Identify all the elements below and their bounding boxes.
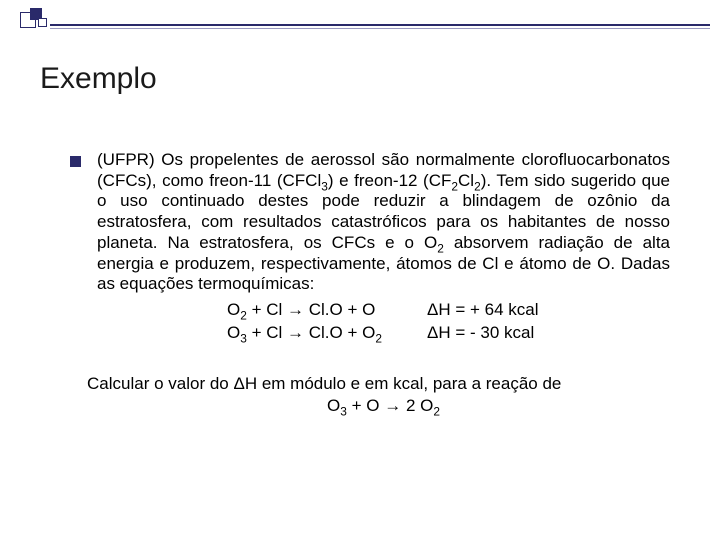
equation-rhs: ΔH = + 64 kcal xyxy=(427,299,539,322)
arrow-icon: → xyxy=(287,300,304,319)
text: Cl.O + O xyxy=(304,323,375,342)
square-icon xyxy=(38,18,47,27)
subscript: 3 xyxy=(240,331,247,345)
text: O xyxy=(227,323,240,342)
equation-rhs: ΔH = - 30 kcal xyxy=(427,322,534,345)
arrow-icon: → xyxy=(287,323,304,342)
arrow-icon: → xyxy=(384,396,401,415)
followup-text: Calcular o valor do ΔH em módulo e em kc… xyxy=(97,373,670,417)
text: + Cl xyxy=(247,323,287,342)
text: + Cl xyxy=(247,300,287,319)
equation-lhs: O2 + Cl → Cl.O + O xyxy=(227,299,427,322)
text: O xyxy=(327,396,340,415)
text: Cl.O + O xyxy=(304,300,375,319)
header-decoration xyxy=(0,8,720,24)
equations: O2 + Cl → Cl.O + O ΔH = + 64 kcal O3 + C… xyxy=(227,299,670,345)
subscript: 3 xyxy=(340,405,347,419)
slide-title: Exemplo xyxy=(40,62,157,96)
text: + O xyxy=(347,396,384,415)
text: Cl xyxy=(458,171,474,190)
final-equation: O3 + O → 2 O2 xyxy=(97,395,670,417)
text: Calcular o valor do ΔH em módulo e em kc… xyxy=(87,373,670,395)
paragraph-text: (UFPR) Os propelentes de aerossol são no… xyxy=(97,150,670,417)
divider xyxy=(50,24,710,26)
text: ) e freon-12 (CF xyxy=(328,171,452,190)
slide-body: (UFPR) Os propelentes de aerossol são no… xyxy=(70,150,670,417)
equation-lhs: O3 + Cl → Cl.O + O2 xyxy=(227,322,427,345)
bullet-icon xyxy=(70,156,81,167)
text: O xyxy=(227,300,240,319)
subscript: 2 xyxy=(433,405,440,419)
text: 2 O xyxy=(401,396,433,415)
subscript: 2 xyxy=(375,331,382,345)
subscript: 2 xyxy=(240,309,247,323)
divider xyxy=(50,28,710,29)
